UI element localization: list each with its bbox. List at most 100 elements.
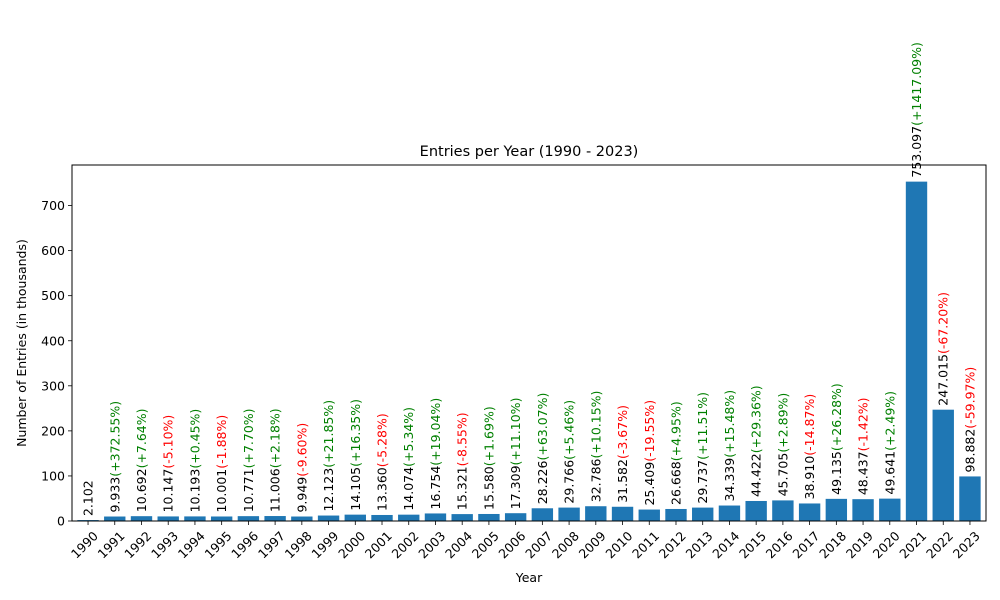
bar-value: 29.737 [695, 460, 710, 504]
bar-value: 14.074 [401, 467, 416, 511]
bar-change-percent: (+26.28%) [829, 383, 844, 451]
bar [905, 181, 928, 521]
bar-change-percent: (+7.70%) [241, 408, 256, 468]
bar-value-label: 12.123(+21.85%) [321, 400, 336, 512]
bar-value-label: 29.766(+5.46%) [562, 400, 577, 504]
bar-value-label: 15.321(-8.55%) [455, 412, 470, 510]
bar-value-label: 38.910(-14.87%) [802, 394, 817, 500]
bar-value-label: 10.193(+0.45%) [187, 409, 202, 513]
bar-value: 12.123 [321, 468, 336, 512]
bar-value-label: 10.001(-1.88%) [214, 415, 229, 513]
bar [371, 514, 393, 521]
bar-value: 44.422 [749, 453, 764, 497]
bar-value: 31.582 [615, 459, 630, 503]
bar-change-percent: (+0.45%) [187, 409, 202, 469]
bars-group [77, 181, 981, 521]
bar-change-percent: (+5.34%) [401, 407, 416, 467]
bar [718, 505, 741, 521]
bar [638, 509, 660, 521]
bar-value: 17.309 [508, 465, 523, 509]
bar-labels-group: 2.102 9.933(+372.55%) 10.692(+7.64%) 10.147… [81, 42, 978, 516]
bar [317, 515, 340, 521]
bar-value: 34.339 [722, 458, 737, 502]
bar [104, 516, 126, 521]
x-axis-label: Year [515, 570, 543, 585]
bar-change-percent: (+1417.09%) [909, 42, 924, 126]
bar-change-percent: (+2.89%) [775, 393, 790, 453]
bar [210, 516, 233, 521]
bar [665, 508, 687, 521]
bar [130, 516, 153, 521]
bar-value-label: 26.668(+4.95%) [668, 401, 683, 505]
bar-change-percent: (-9.60%) [294, 423, 309, 477]
bar-value-label: 9.933(+372.55%) [107, 401, 122, 513]
bar-change-percent: (+63.07%) [535, 393, 550, 461]
bar [398, 514, 420, 521]
bar-value-label: 48.437(-1.42%) [856, 397, 871, 495]
bar-change-percent: (+2.49%) [882, 391, 897, 451]
bar [184, 516, 206, 521]
bar-value-label: 29.737(+11.51%) [695, 392, 710, 504]
y-tick-label: 100 [41, 468, 65, 483]
bar-value-label: 45.705(+2.89%) [775, 393, 790, 497]
bar [959, 476, 981, 521]
bar-value: 2.102 [81, 480, 96, 516]
bar [451, 514, 473, 521]
plot-frame [71, 164, 987, 522]
bar [772, 500, 794, 521]
bar-value: 247.015 [936, 354, 951, 406]
bar-value-label: 10.147(-5.10%) [161, 415, 176, 513]
bar [879, 498, 901, 521]
bar [157, 516, 179, 521]
y-axis-label: Number of Entries (in thousands) [14, 239, 29, 447]
bar-value-label: 32.786(+10.15%) [588, 391, 603, 503]
bar-value-label: 17.309(+11.10%) [508, 398, 523, 510]
bar-change-percent: (-59.97%) [962, 367, 977, 429]
bar [237, 516, 260, 521]
bar-value: 9.949 [294, 477, 309, 513]
bar [478, 513, 500, 521]
bar-change-percent: (-5.28%) [375, 413, 390, 467]
bar-value: 26.668 [668, 461, 683, 505]
bar-change-percent: (-1.88%) [214, 415, 229, 469]
bar-value-label: 16.754(+19.04%) [428, 398, 443, 510]
bar-value: 45.705 [775, 453, 790, 497]
bar-value: 10.692 [134, 468, 149, 512]
bar [264, 516, 286, 521]
bar-change-percent: (+11.51%) [695, 392, 710, 460]
bar-value-label: 34.339(+15.48%) [722, 390, 737, 502]
bar-value: 10.193 [187, 469, 202, 513]
bar-value: 13.360 [375, 467, 390, 511]
bar [611, 506, 634, 521]
bar-value-label: 28.226(+63.07%) [535, 393, 550, 505]
bar-value: 29.766 [562, 460, 577, 504]
bar-value-label: 31.582(-3.67%) [615, 405, 630, 503]
bar-change-percent: (-19.55%) [642, 400, 657, 462]
bar-value-label: 753.097(+1417.09%) [909, 42, 924, 178]
chart-title: Entries per Year (1990 - 2023) [420, 144, 639, 160]
bar-change-percent: (-1.42%) [856, 397, 871, 451]
bar-value-label: 9.949(-9.60%) [294, 423, 309, 513]
bar-value: 14.105 [348, 467, 363, 511]
bar-value-label: 13.360(-5.28%) [375, 413, 390, 511]
bar-change-percent: (-67.20%) [936, 292, 951, 354]
bar-value: 49.641 [882, 451, 897, 495]
y-tick-label: 0 [57, 514, 65, 529]
bar-value-label: 10.771(+7.70%) [241, 408, 256, 512]
bar-value-label: 25.409(-19.55%) [642, 400, 657, 506]
bar [558, 507, 580, 521]
bar [852, 499, 874, 521]
y-tick-label: 300 [41, 378, 65, 393]
bar-change-percent: (+1.69%) [481, 406, 496, 466]
bar-value-label: 44.422(+29.36%) [749, 385, 764, 497]
bar-change-percent: (+5.46%) [562, 400, 577, 460]
bar-change-percent: (+29.36%) [749, 385, 764, 453]
bar-change-percent: (+7.64%) [134, 408, 149, 468]
bar-value: 25.409 [642, 462, 657, 506]
bar [692, 507, 714, 521]
bar [424, 513, 447, 521]
bar-value-label: 98.882(-59.97%) [962, 367, 977, 473]
bar [745, 500, 767, 521]
bar-change-percent: (-3.67%) [615, 405, 630, 459]
